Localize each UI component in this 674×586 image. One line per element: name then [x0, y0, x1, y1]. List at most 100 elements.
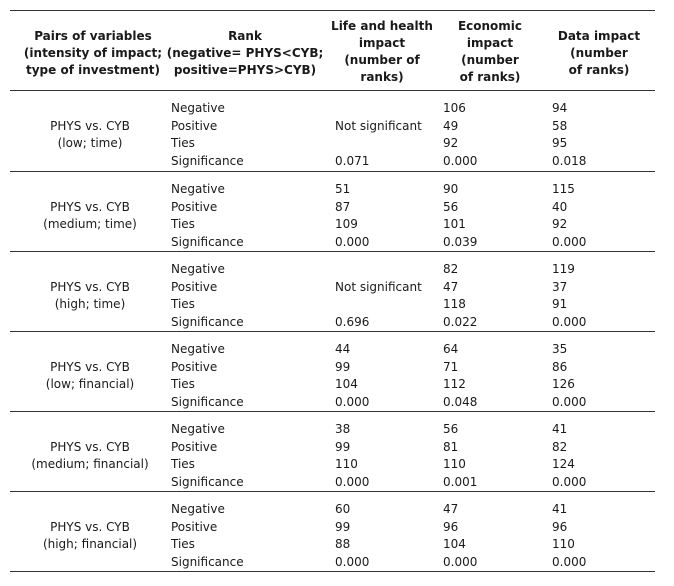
economic-value: 47	[443, 502, 459, 516]
data-impact-value: 126	[552, 377, 575, 391]
rank-label: Positive	[171, 118, 218, 133]
data-impact-value: 110	[552, 537, 575, 551]
rank-label: Positive	[171, 279, 218, 294]
life-health-value: 0.000	[335, 554, 370, 569]
pair-label-line: PHYS vs. CYB	[50, 200, 130, 214]
pair-label-line: PHYS vs. CYB	[50, 119, 130, 133]
economic-value: 104	[443, 537, 466, 551]
data-impact-value: 0.018	[552, 153, 587, 168]
group-rule	[10, 331, 655, 332]
economic-value: 101	[443, 217, 466, 231]
life-health-value: 104	[335, 377, 358, 391]
economic-value: 81	[443, 439, 459, 454]
rank-label: Significance	[171, 234, 244, 249]
rank-label: Ties	[171, 217, 195, 231]
pair-label-line: (high; time)	[54, 297, 126, 311]
life-health-value: 0.000	[335, 234, 370, 249]
group-rule	[10, 571, 655, 572]
life-health-value: 99	[335, 439, 351, 454]
data-impact-value: 40	[552, 199, 568, 214]
group-rule	[10, 411, 655, 412]
data-impact-value: 91	[552, 297, 568, 311]
rank-label: Negative	[171, 101, 225, 115]
rank-label: Negative	[171, 502, 225, 516]
rank-label: Significance	[171, 554, 244, 569]
rank-label: Positive	[171, 519, 218, 534]
economic-value: 0.022	[443, 314, 478, 329]
life-health-value: 87	[335, 199, 351, 214]
economic-value: 49	[443, 118, 459, 133]
life-health-value: 109	[335, 217, 358, 231]
rank-label: Significance	[171, 394, 244, 409]
rank-label: Positive	[171, 199, 218, 214]
rank-label: Positive	[171, 439, 218, 454]
life-health-value: 0.000	[335, 394, 370, 409]
data-impact-value: 115	[552, 182, 575, 196]
life-health-value: Not significant	[335, 279, 422, 294]
data-impact-value: 94	[552, 101, 568, 115]
pair-label: PHYS vs. CYB (high; time)	[10, 279, 170, 313]
economic-value: 96	[443, 519, 459, 534]
life-health-value: 0.071	[335, 153, 370, 168]
economic-value: 71	[443, 359, 459, 374]
data-impact-value: 96	[552, 519, 568, 534]
economic-value: 0.001	[443, 474, 478, 489]
rank-label: Negative	[171, 422, 225, 436]
data-impact-value: 0.000	[552, 234, 587, 249]
table-top-rule	[10, 10, 655, 11]
header-pairs: Pairs of variables (intensity of impact;…	[23, 29, 163, 77]
pair-label-line: PHYS vs. CYB	[50, 360, 130, 374]
life-health-value: 60	[335, 502, 351, 516]
economic-value: 0.039	[443, 234, 478, 249]
rank-label: Significance	[171, 153, 244, 168]
data-impact-value: 41	[552, 422, 568, 436]
data-impact-value: 35	[552, 342, 568, 356]
life-health-value: 88	[335, 537, 351, 551]
header-economic: Economic impact (number of ranks)	[457, 19, 523, 84]
pair-label-line: (low; financial)	[45, 377, 135, 391]
pair-label-line: (high; financial)	[42, 537, 138, 551]
header-data: Data impact (number of ranks)	[557, 29, 641, 77]
pair-label: PHYS vs. CYB (medium; time)	[10, 199, 170, 233]
data-impact-value: 119	[552, 262, 575, 276]
data-impact-value: 0.000	[552, 394, 587, 409]
rank-label: Significance	[171, 474, 244, 489]
header-life-health: Life and health impact (number of ranks)	[331, 19, 433, 84]
rank-label: Ties	[171, 297, 195, 311]
pair-label-line: (medium; financial)	[31, 457, 149, 471]
header-rank: Rank (negative= PHYS<CYB; positive=PHYS>…	[166, 29, 324, 77]
life-health-value: 44	[335, 342, 351, 356]
economic-value: 47	[443, 279, 459, 294]
rank-label: Positive	[171, 359, 218, 374]
economic-value: 90	[443, 182, 459, 196]
pair-label: PHYS vs. CYB (low; time)	[10, 118, 170, 152]
life-health-value: 51	[335, 182, 351, 196]
pair-label-line: PHYS vs. CYB	[50, 520, 130, 534]
economic-value: 56	[443, 422, 459, 436]
group-rule	[10, 171, 655, 172]
rank-label: Ties	[171, 377, 195, 391]
pair-label-line: (medium; time)	[43, 217, 137, 231]
economic-value: 56	[443, 199, 459, 214]
rank-label: Negative	[171, 262, 225, 276]
pair-label: PHYS vs. CYB (high; financial)	[10, 519, 170, 553]
economic-value: 64	[443, 342, 459, 356]
life-health-value: 0.696	[335, 314, 370, 329]
data-impact-value: 37	[552, 279, 568, 294]
economic-value: 0.048	[443, 394, 478, 409]
group-rule	[10, 491, 655, 492]
economic-value: 0.000	[443, 554, 478, 569]
data-impact-value: 41	[552, 502, 568, 516]
data-impact-value: 58	[552, 118, 568, 133]
rank-label: Negative	[171, 182, 225, 196]
economic-value: 82	[443, 262, 459, 276]
life-health-value: Not significant	[335, 118, 422, 133]
life-health-value: 110	[335, 457, 358, 471]
economic-value: 112	[443, 377, 466, 391]
rank-label: Negative	[171, 342, 225, 356]
data-impact-value: 82	[552, 439, 568, 454]
economic-value: 92	[443, 136, 459, 150]
pair-label: PHYS vs. CYB (low; financial)	[10, 359, 170, 393]
life-health-value: 99	[335, 519, 351, 534]
rank-label: Ties	[171, 136, 195, 150]
